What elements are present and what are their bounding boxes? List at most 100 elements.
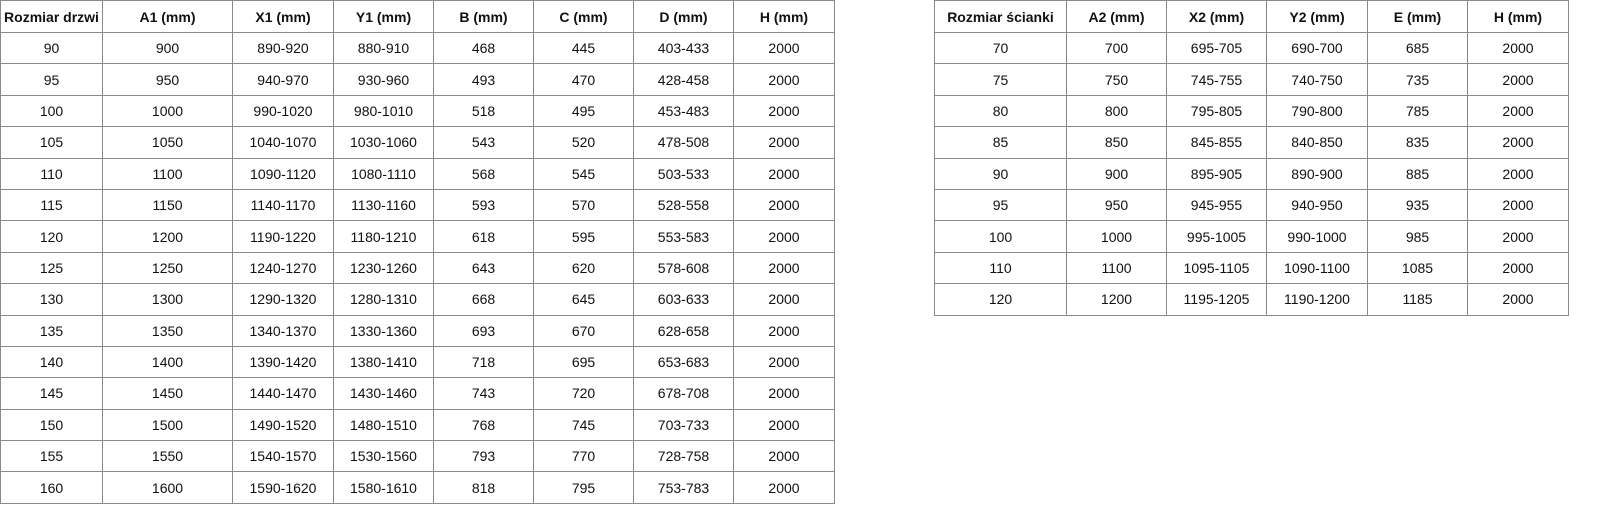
table-cell: 670 xyxy=(533,314,634,347)
table-cell: 493 xyxy=(433,63,534,96)
table-cell: 1390-1420 xyxy=(232,345,334,379)
table-row: 135 1350 1340-1370 1330-1360 693 670 628-658 20… xyxy=(0,314,835,347)
table-cell: 1190-1200 xyxy=(1266,283,1368,316)
table-row: 120 1200 1195-1205 1190-1200 1185 2000 xyxy=(934,283,1569,316)
table-cell: 553-583 xyxy=(633,220,734,253)
table-cell: 850 xyxy=(1066,126,1167,159)
table-cell: 1540-1570 xyxy=(232,440,334,473)
table-row: 115 1150 1140-1170 1130-1160 593 570 528-558 20… xyxy=(0,188,835,222)
column-header: A1 (mm) xyxy=(102,0,233,33)
table-cell: 1030-1060 xyxy=(333,126,434,159)
table-cell: 1090-1120 xyxy=(232,157,334,190)
table-cell: 900 xyxy=(102,31,233,65)
column-header: Rozmiar ścianki xyxy=(934,0,1067,33)
table-cell: 145 xyxy=(0,377,103,410)
table-cell: 1095-1105 xyxy=(1166,251,1267,285)
table-cell: 2000 xyxy=(733,220,835,253)
table-cell: 545 xyxy=(533,157,634,190)
column-header: X2 (mm) xyxy=(1166,0,1267,33)
table-cell: 940-950 xyxy=(1266,188,1368,222)
table-cell: 990-1020 xyxy=(232,94,334,128)
column-header: H (mm) xyxy=(733,0,835,33)
table-row: 150 1500 1490-1520 1480-1510 768 745 703-733 20… xyxy=(0,408,835,442)
table-cell: 618 xyxy=(433,220,534,253)
table-cell: 940-970 xyxy=(232,63,334,96)
table-cell: 115 xyxy=(0,188,103,222)
column-header: E (mm) xyxy=(1367,0,1468,33)
table-cell: 1085 xyxy=(1367,251,1468,285)
table-cell: 1290-1320 xyxy=(232,283,334,316)
table-cell: 890-900 xyxy=(1266,157,1368,190)
table-cell: 70 xyxy=(934,31,1067,65)
column-header: B (mm) xyxy=(433,0,534,33)
table-cell: 2000 xyxy=(733,440,835,473)
table-row: 130 1300 1290-1320 1280-1310 668 645 603-633 20… xyxy=(0,283,835,316)
table-cell: 130 xyxy=(0,283,103,316)
table-row: 145 1450 1440-1470 1430-1460 743 720 678-708 20… xyxy=(0,377,835,410)
table-cell: 1480-1510 xyxy=(333,408,434,442)
table-cell: 2000 xyxy=(733,94,835,128)
table-cell: 1240-1270 xyxy=(232,251,334,285)
table-cell: 95 xyxy=(0,63,103,96)
table-cell: 543 xyxy=(433,126,534,159)
table-cell: 1550 xyxy=(102,440,233,473)
table-cell: 793 xyxy=(433,440,534,473)
table-cell: 1050 xyxy=(102,126,233,159)
table-row: 155 1550 1540-1570 1530-1560 793 770 728-758 20… xyxy=(0,440,835,473)
table-row: 110 1100 1095-1105 1090-1100 1085 2000 xyxy=(934,251,1569,285)
table-row: 75 750 745-755 740-750 735 2000 xyxy=(934,63,1569,96)
table-cell: 1600 xyxy=(102,471,233,504)
table-cell: 1130-1160 xyxy=(333,188,434,222)
table-row: 100 1000 995-1005 990-1000 985 2000 xyxy=(934,220,1569,253)
table-cell: 2000 xyxy=(733,188,835,222)
table-cell: 668 xyxy=(433,283,534,316)
table-cell: 795 xyxy=(533,471,634,504)
table-cell: 840-850 xyxy=(1266,126,1368,159)
table-cell: 403-433 xyxy=(633,31,734,65)
table-cell: 995-1005 xyxy=(1166,220,1267,253)
table-cell: 1150 xyxy=(102,188,233,222)
table-cell: 945-955 xyxy=(1166,188,1267,222)
table-cell: 695 xyxy=(533,345,634,379)
table-cell: 720 xyxy=(533,377,634,410)
table-cell: 160 xyxy=(0,471,103,504)
table-cell: 620 xyxy=(533,251,634,285)
table-cell: 135 xyxy=(0,314,103,347)
table-cell: 518 xyxy=(433,94,534,128)
table-cell: 753-783 xyxy=(633,471,734,504)
table-cell: 2000 xyxy=(1467,220,1569,253)
table-cell: 2000 xyxy=(733,63,835,96)
table-cell: 90 xyxy=(934,157,1067,190)
table-cell: 570 xyxy=(533,188,634,222)
table-cell: 150 xyxy=(0,408,103,442)
table-cell: 1530-1560 xyxy=(333,440,434,473)
table-cell: 120 xyxy=(934,283,1067,316)
table-cell: 935 xyxy=(1367,188,1468,222)
column-header: H (mm) xyxy=(1467,0,1569,33)
table-cell: 495 xyxy=(533,94,634,128)
table-row: 95 950 940-970 930-960 493 470 428-458 2000 xyxy=(0,63,835,96)
table-cell: 2000 xyxy=(733,157,835,190)
table-cell: 678-708 xyxy=(633,377,734,410)
table-cell: 1230-1260 xyxy=(333,251,434,285)
table-row: 85 850 845-855 840-850 835 2000 xyxy=(934,126,1569,159)
table-cell: 2000 xyxy=(1467,126,1569,159)
table-cell: 1400 xyxy=(102,345,233,379)
table-cell: 653-683 xyxy=(633,345,734,379)
table-cell: 1000 xyxy=(102,94,233,128)
table-cell: 818 xyxy=(433,471,534,504)
table-cell: 790-800 xyxy=(1266,94,1368,128)
table-cell: 453-483 xyxy=(633,94,734,128)
table-cell: 1580-1610 xyxy=(333,471,434,504)
table-cell: 835 xyxy=(1367,126,1468,159)
table-row: 140 1400 1390-1420 1380-1410 718 695 653-683 20… xyxy=(0,345,835,379)
table-cell: 950 xyxy=(102,63,233,96)
table-cell: 743 xyxy=(433,377,534,410)
table-cell: 718 xyxy=(433,345,534,379)
table-cell: 703-733 xyxy=(633,408,734,442)
table-cell: 520 xyxy=(533,126,634,159)
table-cell: 120 xyxy=(0,220,103,253)
table-cell: 2000 xyxy=(733,31,835,65)
table-cell: 728-758 xyxy=(633,440,734,473)
table-cell: 503-533 xyxy=(633,157,734,190)
